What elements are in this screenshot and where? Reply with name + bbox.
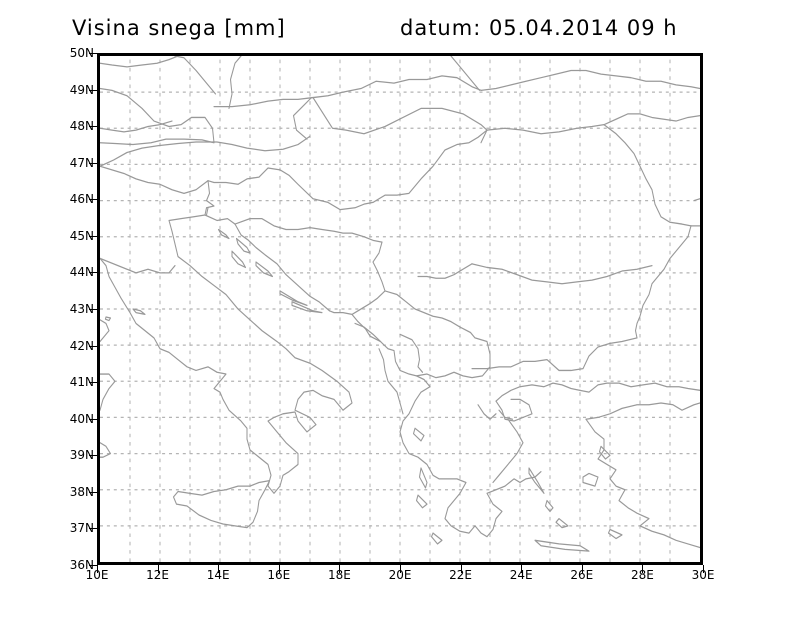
y-axis-label-47N: 47N [69, 155, 94, 170]
x-axis-label-10E: 10E [85, 568, 109, 582]
x-axis-label-16E: 16E [267, 568, 291, 582]
map-plot-frame [97, 53, 703, 565]
y-axis-label-50N: 50N [69, 46, 94, 60]
y-tick-46 [89, 199, 97, 201]
x-axis-label-12E: 12E [146, 568, 170, 582]
page-title: Visina snega [mm] [72, 16, 286, 40]
x-tick-30 [703, 565, 704, 573]
y-tick-47 [89, 162, 97, 164]
y-axis-label-48N: 48N [69, 119, 94, 134]
x-axis-label-14E: 14E [206, 568, 230, 582]
y-axis-label-38N: 38N [69, 484, 94, 499]
x-tick-28 [642, 565, 644, 573]
x-tick-12 [157, 565, 159, 573]
map-canvas [100, 56, 700, 562]
map-vector-layer [100, 56, 700, 562]
y-tick-43 [89, 309, 97, 310]
y-axis-label-49N: 49N [69, 82, 94, 97]
x-axis-label-22E: 22E [449, 568, 473, 582]
x-axis-label-28E: 28E [630, 568, 654, 582]
y-axis-label-40N: 40N [69, 411, 94, 426]
x-tick-16 [278, 565, 280, 573]
map-coastlines [100, 56, 700, 552]
y-tick-45 [89, 235, 97, 237]
y-axis-label-36N: 36N [69, 558, 94, 572]
y-tick-42 [89, 345, 97, 347]
x-tick-24 [521, 565, 523, 573]
y-tick-48 [89, 126, 97, 128]
y-axis-label-37N: 37N [69, 521, 94, 536]
x-tick-18 [339, 565, 341, 573]
y-tick-49 [89, 89, 97, 91]
y-axis-label-44N: 44N [69, 265, 94, 280]
y-tick-44 [89, 272, 97, 274]
x-tick-22 [460, 565, 462, 573]
y-tick-41 [89, 382, 97, 384]
y-tick-36 [89, 565, 97, 566]
x-axis-label-26E: 26E [570, 568, 594, 582]
y-axis-label-46N: 46N [69, 192, 94, 207]
y-axis-label-42N: 42N [69, 338, 94, 353]
x-axis-label-18E: 18E [327, 568, 351, 582]
map-gridlines [100, 56, 700, 562]
x-tick-10 [97, 565, 98, 573]
x-axis-label-30E: 30E [691, 568, 715, 582]
chart-date-label: datum: 05.04.2014 09 h [400, 16, 678, 40]
y-axis-label-45N: 45N [69, 228, 94, 243]
x-axis-label-20E: 20E [388, 568, 412, 582]
y-axis-label-43N: 43N [69, 302, 94, 316]
chart-header: Visina snega [mm] datum: 05.04.2014 09 h [0, 0, 800, 50]
y-tick-50 [89, 53, 97, 54]
x-tick-26 [581, 565, 583, 573]
y-axis-label-41N: 41N [69, 375, 94, 390]
y-tick-38 [89, 491, 97, 493]
y-tick-39 [89, 455, 97, 457]
y-axis-label-39N: 39N [69, 448, 94, 463]
x-axis-label-24E: 24E [509, 568, 533, 582]
y-tick-40 [89, 418, 97, 420]
y-tick-37 [89, 528, 97, 530]
x-tick-20 [400, 565, 401, 573]
x-tick-14 [218, 565, 220, 573]
